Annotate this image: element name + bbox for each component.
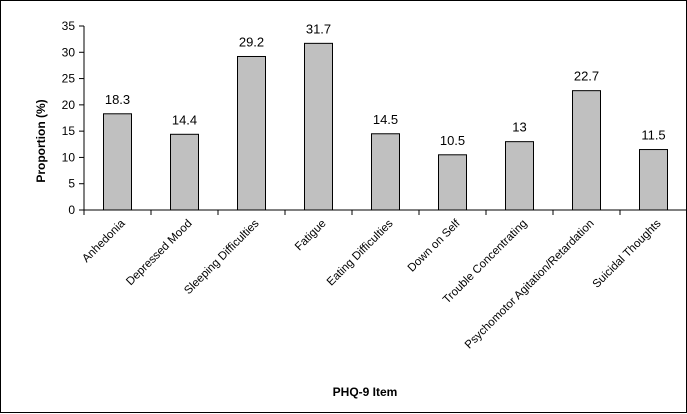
y-tick-label: 5: [68, 177, 75, 191]
bar: [639, 149, 668, 211]
data-label: 14.4: [172, 112, 197, 127]
y-tick-label: 20: [62, 98, 76, 112]
data-label: 18.3: [105, 92, 130, 107]
bar: [505, 141, 534, 211]
data-label: 31.7: [306, 21, 331, 36]
x-axis-title: PHQ-9 Item: [333, 385, 398, 399]
x-category-label: Down on Self: [406, 217, 463, 274]
bar: [438, 154, 467, 211]
x-category-label: Eating Difficulties: [325, 217, 396, 288]
bars: [103, 42, 668, 211]
x-category-label: Psychomotor Agitation/Retardation: [463, 218, 597, 352]
data-labels: 18.3 14.4 29.2 31.7 14.5 10.5 13 22.7 11.5: [105, 21, 666, 147]
data-label: 14.5: [373, 112, 398, 127]
x-category-label: Depressed Mood: [124, 218, 194, 288]
bar: [572, 90, 601, 211]
data-label: 11.5: [641, 128, 665, 143]
y-tick-label: 10: [62, 150, 76, 164]
y-tick-label: 35: [62, 19, 76, 33]
data-label: 10.5: [440, 133, 465, 148]
y-axis-title: Proportion (%): [34, 99, 48, 182]
y-tick-label: 0: [68, 203, 75, 217]
bar: [103, 113, 132, 211]
y-tick-label: 15: [62, 124, 76, 138]
bar: [170, 133, 199, 211]
y-tick-label: 25: [62, 72, 76, 86]
bar: [237, 55, 266, 211]
y-axis: 0 5 10 15 20 25 30 35: [62, 19, 85, 217]
x-category-label: Sleeping Difficulties: [182, 217, 261, 296]
data-label: 29.2: [239, 34, 264, 49]
data-label: 13: [512, 120, 526, 135]
bar: [304, 42, 333, 211]
bar: [371, 133, 400, 211]
x-category-label: Anhedonia: [80, 217, 128, 265]
x-category-label: Fatigue: [293, 218, 329, 254]
y-tick-label: 30: [62, 45, 76, 59]
data-label: 22.7: [574, 69, 599, 84]
x-category-label: Suicidal Thoughts: [591, 217, 664, 290]
